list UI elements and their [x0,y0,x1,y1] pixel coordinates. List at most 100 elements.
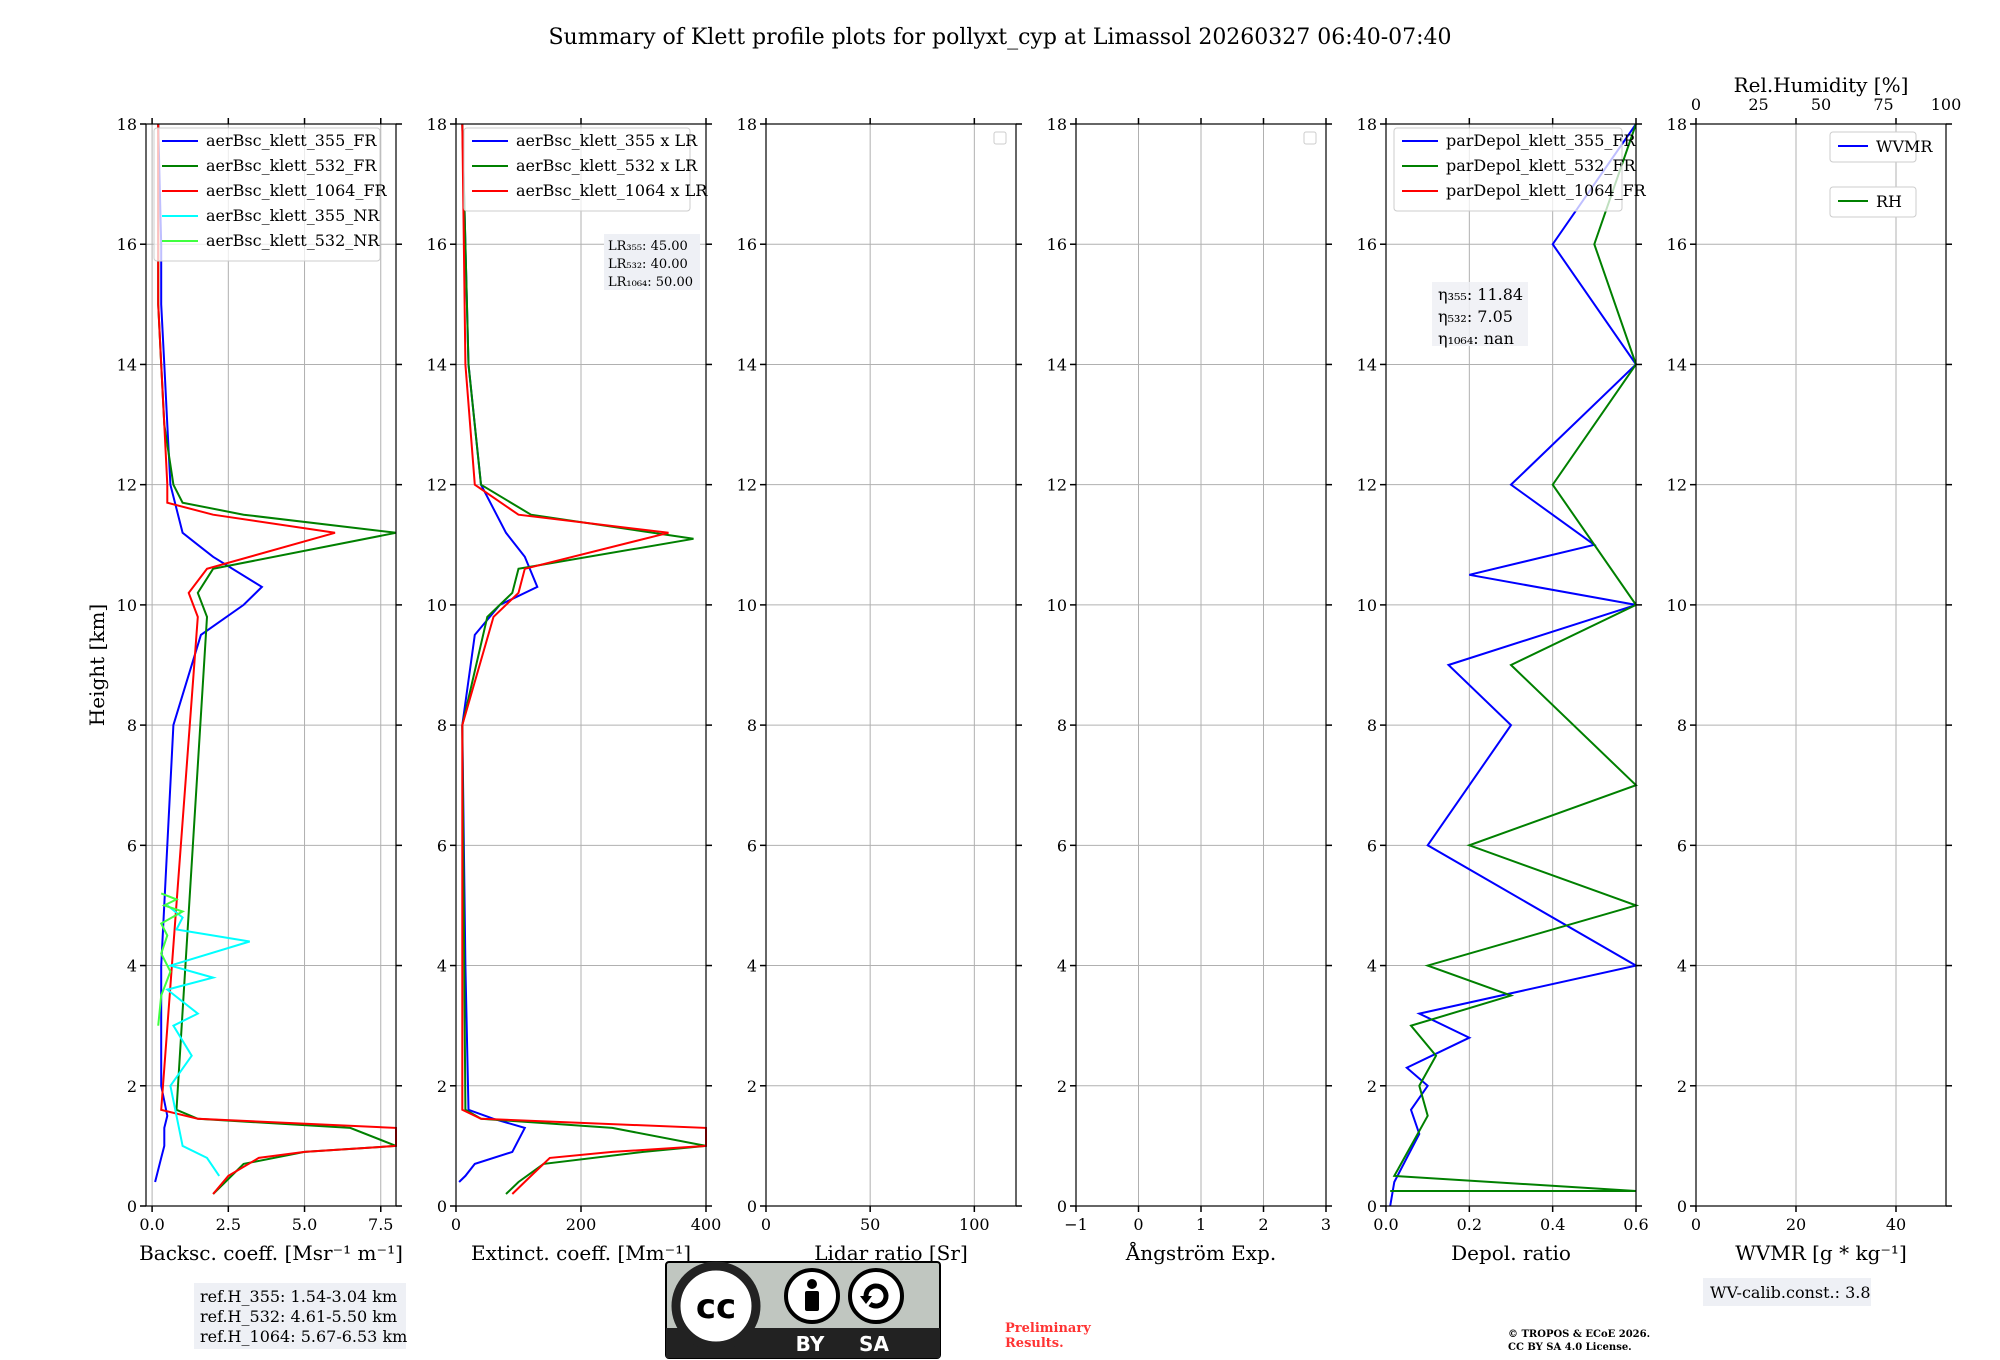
y-tick-label: 18 [117,115,137,134]
x-tick-label: 7.5 [368,1215,393,1234]
y-tick-label: 6 [1677,836,1687,855]
top-x-tick-label: 75 [1873,95,1893,114]
share-alike-arrow-icon [863,1283,889,1309]
y-tick-label: 18 [1357,115,1377,134]
y-tick-label: 2 [437,1077,447,1096]
lr-label: LR₅₃₂: 40.00 [608,257,688,272]
legend-entry: parDepol_klett_532_FR [1446,156,1637,175]
legend-box [1829,186,1917,218]
eta-label: η₁₀₆₄: nan [1438,329,1514,348]
x-tick-label: 3 [1321,1215,1331,1234]
axes-frame [1385,123,1637,1207]
y-tick-label: 2 [1057,1077,1067,1096]
y-tick-label: 4 [1367,957,1377,976]
legend-box [153,127,381,262]
y-tick-label: 16 [427,235,447,254]
y-tick-label: 0 [747,1197,757,1216]
y-tick-label: 10 [1357,596,1377,615]
y-tick-label: 16 [1667,235,1687,254]
y-tick-label: 6 [1367,836,1377,855]
preliminary-line2: Results. [1005,1336,1064,1351]
y-tick-label: 0 [1057,1197,1067,1216]
series-line-aerBsc_klett_355_NR [165,904,250,1177]
y-tick-label: 0 [127,1197,137,1216]
cc-logo-text: cc [696,1287,736,1327]
top-x-tick-label: 50 [1811,95,1831,114]
series-line-aerBsc_klett_355 x LR [458,123,539,1183]
ref-heights-bg [194,1283,406,1349]
axes-frame [145,123,397,1207]
y-tick-label: 4 [127,957,137,976]
x-tick-label: 0 [761,1215,771,1234]
y-tick-label: 14 [737,355,757,374]
y-tick-label: 12 [427,476,447,495]
x-tick-label: 2.5 [216,1215,241,1234]
legend-entry: aerBsc_klett_355 x LR [516,131,698,150]
y-tick-label: 14 [1047,355,1067,374]
x-axis-label: Backsc. coeff. [Msr⁻¹ m⁻¹] [139,1241,403,1265]
x-tick-label: 0 [451,1215,461,1234]
y-tick-label: 16 [1047,235,1067,254]
y-tick-label: 8 [1677,716,1687,735]
series-line-parDepol_klett_532_FR [1390,123,1640,1192]
empty-legend-box [1303,131,1317,145]
figure-title: Summary of Klett profile plots for polly… [548,25,1451,50]
y-tick-label: 16 [117,235,137,254]
lr-label: LR₁₀₆₄: 50.00 [608,275,693,290]
x-tick-label: 50 [860,1215,880,1234]
y-tick-label: 2 [747,1077,757,1096]
series-line-aerBsc_klett_1064_FR [157,124,397,1195]
axes-frame [765,123,1017,1207]
y-tick-label: 16 [737,235,757,254]
y-tick-label: 10 [427,596,447,615]
legend-entry: aerBsc_klett_532 x LR [516,156,698,175]
share-alike-arrowhead-icon [860,1296,872,1304]
y-tick-label: 12 [737,476,757,495]
y-axis-label: Height [km] [85,604,109,726]
series-line-aerBsc_klett_355_FR [154,123,264,1183]
legend-entry: parDepol_klett_1064_FR [1446,181,1647,200]
y-tick-label: 0 [1367,1197,1377,1216]
cc-license-badge: cc BY SA [665,1261,941,1359]
x-tick-label: −1 [1064,1215,1088,1234]
legend-entry: aerBsc_klett_1064_FR [206,181,388,200]
legend-entry: aerBsc_klett_532_FR [206,156,377,175]
wv-calib-bg [1703,1278,1871,1306]
y-tick-label: 8 [747,716,757,735]
legend-entry: aerBsc_klett_355_NR [206,206,380,225]
preliminary-line1: Preliminary [1005,1321,1091,1336]
top-x-tick-label: 0 [1691,95,1701,114]
series-line-aerBsc_klett_1064 x LR [461,123,707,1195]
x-tick-label: 0.6 [1623,1215,1648,1234]
legend-entry: aerBsc_klett_1064 x LR [516,181,708,200]
y-tick-label: 12 [117,476,137,495]
x-axis-label: Depol. ratio [1451,1241,1571,1265]
cc-sa-label: SA [859,1332,889,1356]
y-tick-label: 8 [1057,716,1067,735]
y-tick-label: 6 [747,836,757,855]
wv-calib-text: WV-calib.const.: 3.8 [1710,1283,1871,1302]
cc-logo-icon [671,1261,761,1351]
y-tick-label: 14 [117,355,137,374]
eta-label: η₃₅₅: 11.84 [1438,285,1523,304]
y-tick-label: 18 [1667,115,1687,134]
top-x-tick-label: 100 [1931,95,1962,114]
y-tick-label: 2 [1367,1077,1377,1096]
ref-height-1064: ref.H_1064: 5.67-6.53 km [200,1327,407,1346]
y-tick-label: 18 [737,115,757,134]
lr-label-box [604,234,700,290]
x-axis-label: Ångström Exp. [1125,1240,1276,1265]
lr-label: LR₃₅₅: 45.00 [608,239,688,254]
y-tick-label: 10 [117,596,137,615]
x-tick-label: 5.0 [292,1215,317,1234]
x-tick-label: 0 [1133,1215,1143,1234]
y-tick-label: 8 [1367,716,1377,735]
y-tick-label: 6 [437,836,447,855]
person-body-icon [805,1291,819,1311]
legend-entry: WVMR [1876,137,1933,156]
eta-label-box [1432,282,1528,346]
x-tick-label: 0 [1691,1215,1701,1234]
person-head-icon [807,1279,817,1289]
